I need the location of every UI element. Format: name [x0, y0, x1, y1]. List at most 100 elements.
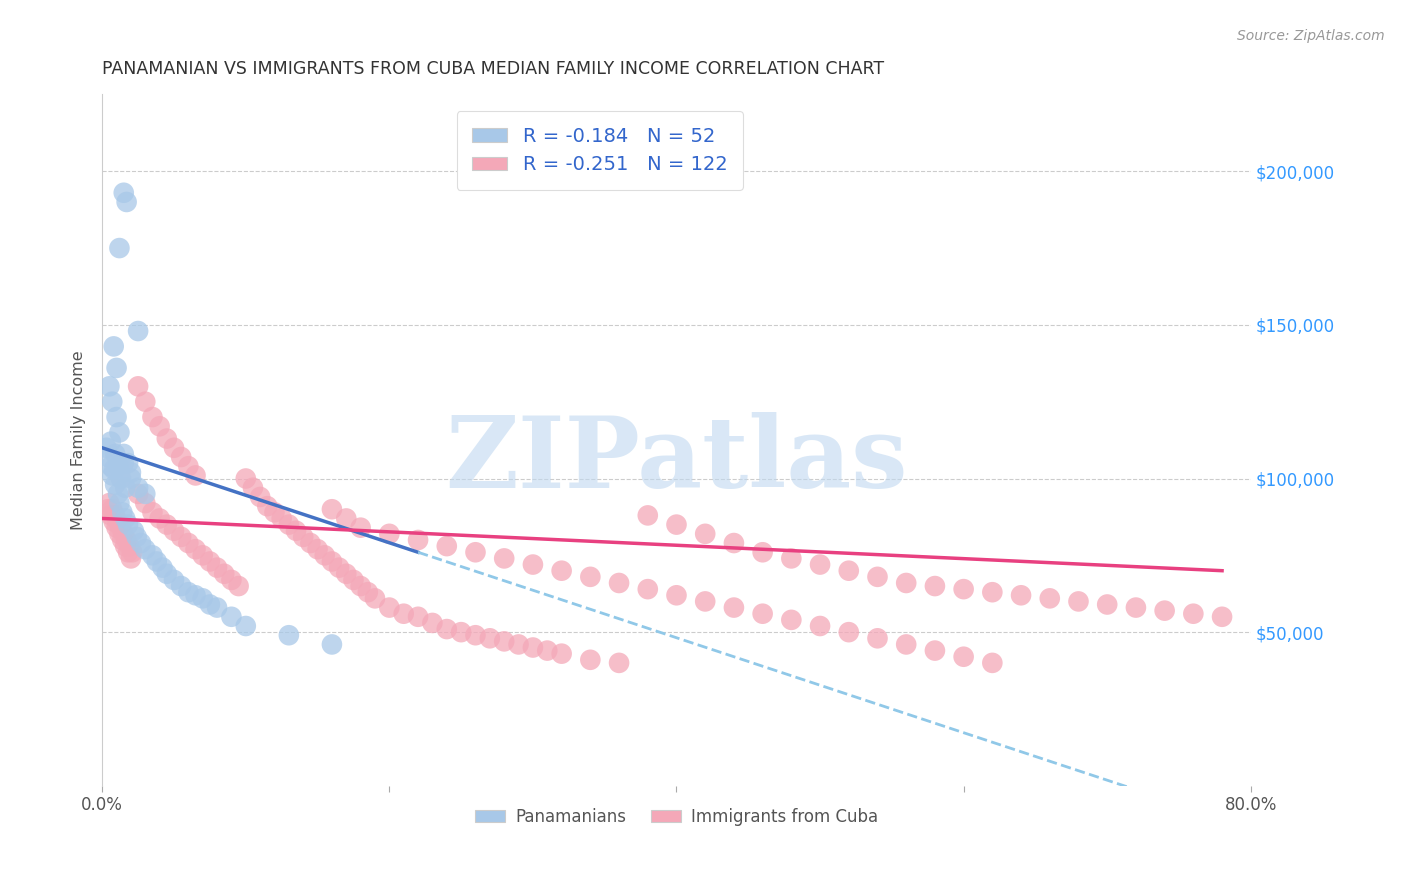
Point: [97, 502, 120, 516]
Point: [1095, 598, 1118, 612]
Point: [100, 434, 122, 449]
Point: [314, 549, 336, 563]
Point: [103, 515, 125, 529]
Point: [129, 536, 152, 550]
Point: [808, 619, 831, 633]
Point: [105, 521, 128, 535]
Point: [97, 450, 120, 464]
Point: [112, 186, 135, 200]
Point: [108, 496, 131, 510]
Point: [156, 432, 179, 446]
Point: [464, 628, 486, 642]
Point: [163, 573, 186, 587]
Point: [170, 450, 193, 464]
Point: [141, 549, 163, 563]
Point: [436, 539, 458, 553]
Point: [896, 576, 918, 591]
Point: [307, 542, 329, 557]
Point: [751, 545, 773, 559]
Point: [349, 521, 371, 535]
Point: [104, 447, 127, 461]
Point: [145, 554, 167, 568]
Point: [464, 545, 486, 559]
Point: [122, 524, 145, 538]
Point: [114, 481, 136, 495]
Point: [866, 570, 889, 584]
Point: [184, 542, 207, 557]
Point: [127, 481, 149, 495]
Point: [478, 632, 501, 646]
Text: ZIPatlas: ZIPatlas: [446, 412, 908, 509]
Point: [695, 594, 717, 608]
Point: [1039, 591, 1062, 606]
Point: [896, 637, 918, 651]
Point: [112, 526, 135, 541]
Point: [198, 598, 221, 612]
Point: [104, 508, 127, 523]
Point: [1010, 588, 1032, 602]
Point: [107, 515, 129, 529]
Point: [751, 607, 773, 621]
Point: [149, 511, 172, 525]
Point: [695, 526, 717, 541]
Point: [321, 554, 343, 568]
Point: [104, 477, 127, 491]
Point: [191, 591, 214, 606]
Point: [665, 517, 688, 532]
Legend: Panamanians, Immigrants from Cuba: Panamanians, Immigrants from Cuba: [468, 801, 884, 833]
Point: [723, 536, 745, 550]
Point: [378, 526, 401, 541]
Point: [321, 502, 343, 516]
Point: [607, 656, 630, 670]
Text: PANAMANIAN VS IMMIGRANTS FROM CUBA MEDIAN FAMILY INCOME CORRELATION CHART: PANAMANIAN VS IMMIGRANTS FROM CUBA MEDIA…: [103, 60, 884, 78]
Point: [228, 579, 250, 593]
Point: [579, 570, 602, 584]
Point: [110, 521, 132, 535]
Point: [117, 456, 139, 470]
Point: [205, 560, 228, 574]
Point: [838, 564, 860, 578]
Point: [118, 539, 141, 553]
Point: [522, 640, 544, 655]
Point: [184, 468, 207, 483]
Point: [191, 549, 214, 563]
Point: [221, 609, 243, 624]
Point: [550, 564, 572, 578]
Point: [494, 551, 516, 566]
Text: Source: ZipAtlas.com: Source: ZipAtlas.com: [1237, 29, 1385, 43]
Point: [392, 607, 415, 621]
Point: [127, 324, 149, 338]
Point: [112, 447, 135, 461]
Point: [378, 600, 401, 615]
Point: [127, 487, 149, 501]
Point: [114, 539, 136, 553]
Point: [285, 524, 308, 538]
Point: [277, 628, 299, 642]
Point: [121, 545, 143, 559]
Point: [1125, 600, 1147, 615]
Point: [101, 394, 124, 409]
Point: [349, 579, 371, 593]
Point: [277, 517, 299, 532]
Point: [108, 526, 131, 541]
Point: [134, 394, 156, 409]
Point: [120, 471, 142, 485]
Point: [436, 622, 458, 636]
Point: [924, 579, 946, 593]
Point: [100, 459, 122, 474]
Point: [536, 643, 558, 657]
Point: [198, 554, 221, 568]
Point: [780, 551, 803, 566]
Point: [127, 379, 149, 393]
Point: [924, 643, 946, 657]
Point: [170, 530, 193, 544]
Point: [156, 566, 179, 581]
Point: [163, 524, 186, 538]
Point: [103, 339, 125, 353]
Point: [105, 360, 128, 375]
Point: [134, 496, 156, 510]
Point: [111, 533, 134, 547]
Point: [115, 194, 138, 209]
Point: [494, 634, 516, 648]
Point: [110, 471, 132, 485]
